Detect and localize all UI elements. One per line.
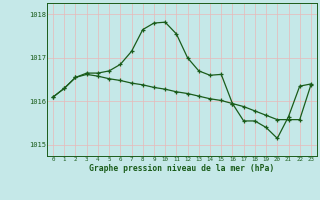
X-axis label: Graphe pression niveau de la mer (hPa): Graphe pression niveau de la mer (hPa): [89, 164, 275, 173]
